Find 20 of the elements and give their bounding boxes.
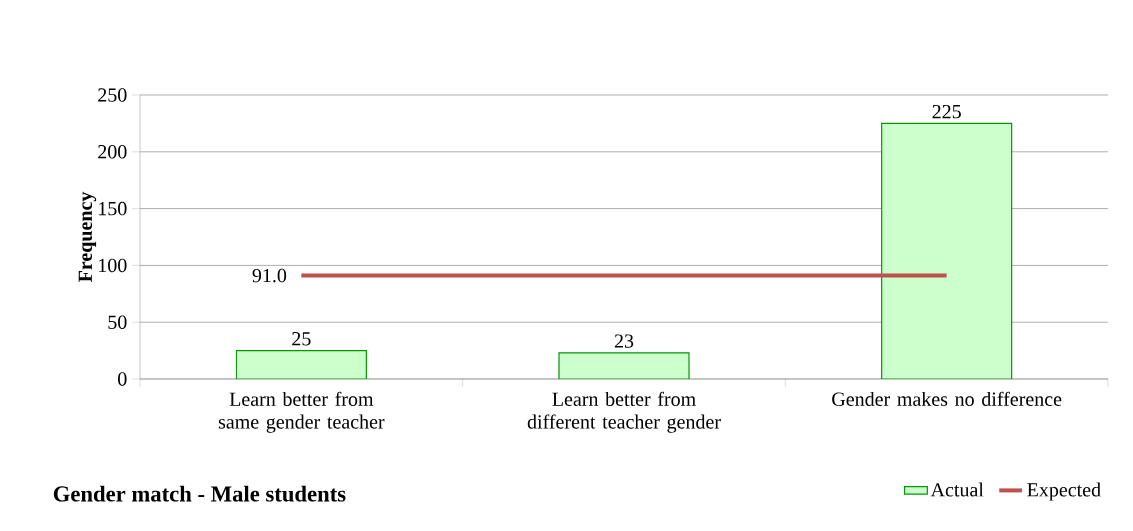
data-label: 25 — [292, 332, 311, 346]
data-label: 91.0 — [252, 268, 287, 283]
text: Gender match - Male students — [53, 485, 346, 502]
legend-label: Actual — [930, 482, 984, 497]
legend-label: Expected — [1027, 482, 1101, 501]
x-tick-label: Gender makes no difference — [832, 391, 1062, 406]
x-tick-label: Learn better from different teacher gender — [527, 391, 721, 433]
y-tick-label: 100 — [99, 258, 127, 273]
bar — [881, 122, 1013, 379]
y-tick-label: 50 — [108, 315, 127, 329]
y-tick-label: 200 — [98, 145, 127, 159]
y-tick-label: 0 — [118, 372, 127, 386]
y-axis-title: Frequency — [78, 191, 97, 283]
bar — [558, 352, 690, 379]
bar — [235, 349, 367, 379]
y-tick-label: 250 — [98, 88, 127, 102]
data-label: 225 — [932, 104, 961, 119]
y-tick-label: 150 — [99, 201, 127, 216]
x-tick-label: Learn better from same gender teacher — [218, 391, 385, 433]
data-label: 23 — [614, 334, 634, 348]
